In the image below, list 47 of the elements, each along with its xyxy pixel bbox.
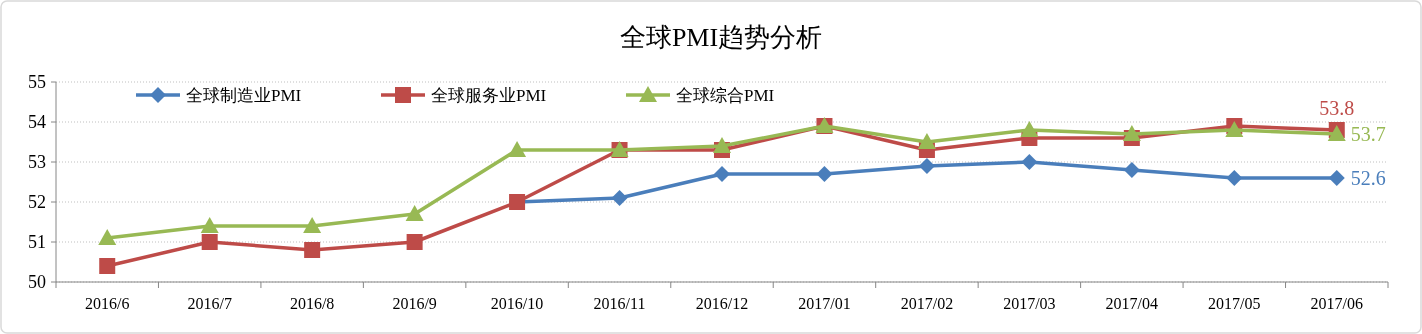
- x-tick-label: 2017/05: [1208, 295, 1261, 312]
- x-tick-label: 2017/03: [1003, 295, 1056, 312]
- x-tick-label: 2016/9: [392, 295, 437, 312]
- data-label: 52.6: [1350, 167, 1386, 189]
- x-tick-label: 2017/02: [900, 295, 954, 312]
- point: [303, 217, 322, 233]
- point: [99, 258, 116, 274]
- x-tick-label: 2017/06: [1310, 295, 1363, 312]
- legend-label: 全球综合PMI: [676, 85, 775, 105]
- point: [98, 229, 117, 245]
- chart-title: 全球PMI趋势分析: [619, 23, 823, 52]
- point: [816, 166, 833, 182]
- data-label: 53.7: [1350, 123, 1386, 145]
- point: [1226, 170, 1243, 186]
- point: [1328, 170, 1345, 186]
- point: [1020, 121, 1039, 137]
- y-tick-label: 50: [28, 272, 46, 293]
- y-tick-label: 53: [28, 152, 46, 173]
- point: [406, 234, 423, 250]
- legend-label: 全球服务业PMI: [431, 85, 547, 105]
- x-tick-label: 2016/11: [593, 295, 646, 312]
- point: [200, 217, 219, 233]
- y-tick-label: 51: [28, 232, 46, 253]
- point: [304, 242, 321, 258]
- point: [1122, 125, 1141, 141]
- y-tick-label: 54: [28, 112, 46, 133]
- x-tick-label: 2016/8: [289, 295, 335, 312]
- x-tick-label: 2016/6: [85, 295, 130, 312]
- point: [508, 141, 527, 157]
- point: [713, 137, 731, 153]
- point: [611, 190, 628, 206]
- data-label: 53.8: [1319, 97, 1355, 119]
- point: [201, 234, 218, 250]
- x-tick-label: 2016/10: [490, 295, 544, 312]
- point: [917, 133, 936, 149]
- point: [1021, 154, 1038, 170]
- x-tick-label: 2017/01: [798, 295, 851, 312]
- y-tick-label: 55: [28, 72, 46, 93]
- x-tick-label: 2016/12: [695, 295, 749, 312]
- point: [714, 166, 730, 182]
- y-tick-label: 52: [28, 192, 46, 213]
- x-tick-label: 2017/04: [1105, 295, 1159, 312]
- x-tick-label: 2016/7: [187, 295, 232, 312]
- legend-label: 全球制造业PMI: [186, 85, 302, 105]
- point: [1123, 162, 1140, 178]
- point: [405, 205, 424, 221]
- point: [918, 158, 935, 174]
